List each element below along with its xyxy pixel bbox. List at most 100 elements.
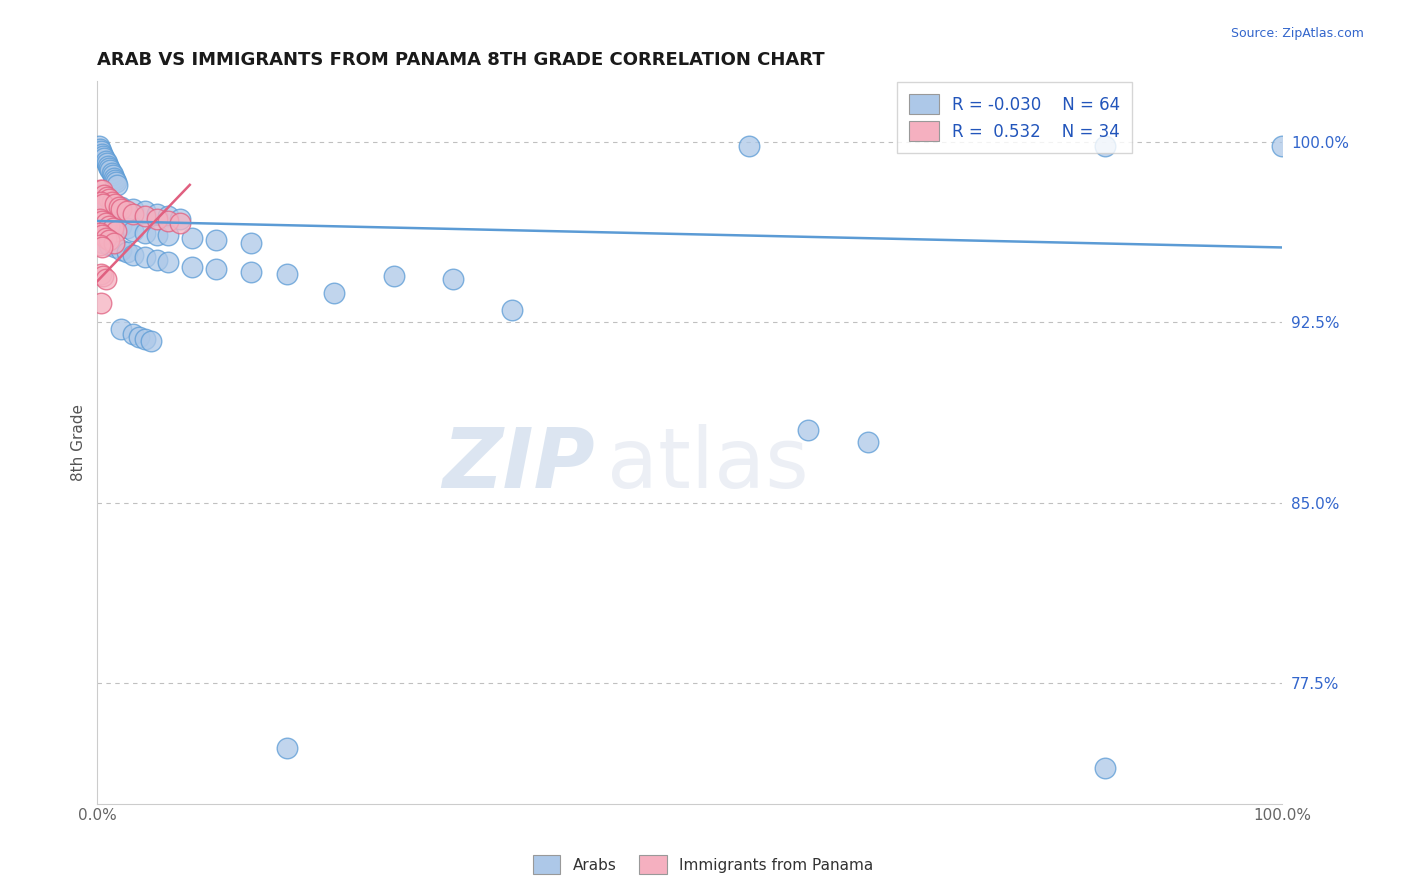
Point (89, 142, 111, 156)
Point (382, 269, 405, 284)
Point (110, 243, 132, 257)
Point (101, 168, 124, 182)
Point (98, 238, 121, 252)
Point (91, 146, 114, 161)
Point (157, 214, 180, 228)
Point (115, 204, 138, 219)
Point (105, 176, 128, 190)
Point (181, 260, 204, 274)
Point (134, 250, 156, 264)
Point (134, 332, 156, 346)
Point (115, 245, 138, 260)
Point (276, 267, 298, 281)
Point (122, 207, 145, 221)
Point (205, 233, 228, 247)
Point (110, 322, 132, 336)
Point (104, 240, 127, 254)
Point (91, 149, 114, 163)
Point (91, 228, 114, 243)
Point (169, 216, 191, 230)
Point (91, 269, 114, 284)
Point (134, 204, 156, 219)
Point (94, 216, 117, 230)
Point (110, 200, 132, 214)
Point (134, 209, 156, 223)
Point (90, 187, 112, 202)
Point (501, 303, 523, 318)
Point (110, 219, 132, 233)
Point (145, 252, 167, 267)
Point (89, 226, 111, 240)
Legend: R = -0.030    N = 64, R =  0.532    N = 34: R = -0.030 N = 64, R = 0.532 N = 34 (897, 82, 1132, 153)
Point (91, 183, 114, 197)
Point (323, 286, 346, 301)
Text: Source: ZipAtlas.com: Source: ZipAtlas.com (1230, 27, 1364, 40)
Point (128, 329, 150, 343)
Point (97, 197, 120, 211)
Point (107, 200, 129, 214)
Point (96, 156, 118, 170)
Point (89, 183, 111, 197)
Legend: Arabs, Immigrants from Panama: Arabs, Immigrants from Panama (527, 849, 879, 880)
Point (97, 159, 120, 173)
Point (93, 192, 115, 206)
Point (240, 264, 263, 278)
Point (145, 228, 167, 243)
Point (122, 202, 145, 216)
Point (110, 202, 132, 216)
Point (91, 235, 114, 250)
Point (157, 228, 180, 243)
Point (91, 214, 114, 228)
Point (98, 161, 121, 175)
Point (157, 209, 180, 223)
Point (90, 267, 112, 281)
Point (91, 197, 114, 211)
Point (89, 211, 111, 226)
Point (100, 214, 122, 228)
Point (1271, 139, 1294, 153)
Point (101, 221, 124, 235)
Point (157, 255, 180, 269)
Point (93, 187, 115, 202)
Point (115, 221, 138, 235)
Point (94, 272, 117, 286)
Point (87, 139, 110, 153)
Point (1094, 760, 1116, 774)
Point (103, 170, 125, 185)
Y-axis label: 8th Grade: 8th Grade (72, 404, 86, 481)
Text: ARAB VS IMMIGRANTS FROM PANAMA 8TH GRADE CORRELATION CHART: ARAB VS IMMIGRANTS FROM PANAMA 8TH GRADE… (97, 51, 825, 69)
Point (145, 211, 167, 226)
Point (104, 197, 127, 211)
Point (122, 224, 145, 238)
Point (96, 190, 118, 204)
Point (89, 238, 111, 252)
Point (856, 435, 879, 450)
Point (94, 231, 117, 245)
Point (98, 219, 121, 233)
Point (90, 194, 112, 209)
Point (276, 741, 298, 756)
Point (205, 262, 228, 277)
Point (103, 235, 125, 250)
Point (100, 163, 122, 178)
Point (240, 235, 263, 250)
Text: atlas: atlas (607, 424, 808, 505)
Point (122, 327, 145, 342)
Point (738, 139, 761, 153)
Point (797, 424, 820, 438)
Point (105, 224, 128, 238)
Point (1094, 139, 1116, 153)
Point (104, 216, 127, 230)
Point (93, 152, 115, 166)
Point (91, 240, 114, 254)
Point (98, 233, 121, 247)
Point (104, 173, 127, 187)
Point (139, 334, 162, 349)
Point (145, 207, 167, 221)
Point (98, 192, 121, 206)
Point (90, 144, 112, 158)
Point (100, 166, 122, 180)
Point (94, 153, 117, 168)
Point (169, 211, 191, 226)
Point (107, 178, 129, 192)
